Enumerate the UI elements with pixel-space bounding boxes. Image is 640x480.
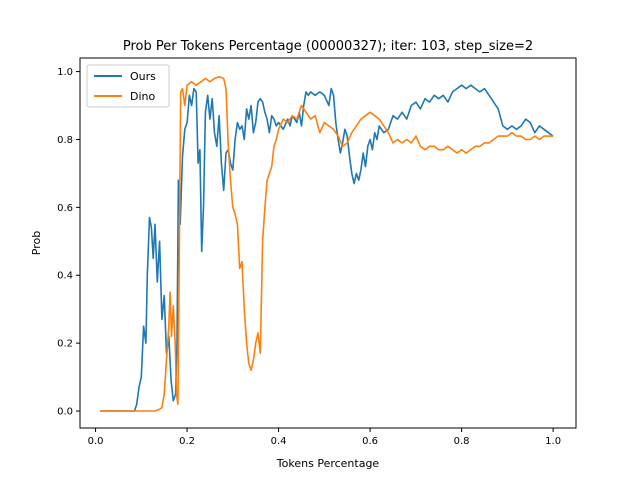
plot-frame bbox=[79, 57, 577, 429]
series-layer bbox=[100, 75, 554, 412]
legend-label-ours: Ours bbox=[130, 70, 156, 83]
x-tick-label: 0.4 bbox=[271, 436, 287, 447]
series-line-dino bbox=[100, 75, 554, 412]
y-tick-label: 0.8 bbox=[57, 135, 73, 146]
x-tick-label: 0.0 bbox=[88, 436, 104, 447]
y-tick-label: 0.0 bbox=[57, 407, 73, 418]
y-tick-label: 0.4 bbox=[57, 271, 73, 282]
legend: Ours Dino bbox=[86, 64, 170, 108]
chart-title: Prob Per Tokens Percentage (00000327); i… bbox=[123, 39, 533, 54]
y-tick-label: 0.2 bbox=[57, 339, 73, 350]
y-tick-label: 0.6 bbox=[57, 203, 73, 214]
x-tick-label: 0.8 bbox=[454, 436, 470, 447]
x-axis: 0.0 0.2 0.4 0.6 0.8 1.0 bbox=[88, 428, 561, 447]
legend-box bbox=[86, 64, 170, 108]
x-tick-label: 1.0 bbox=[545, 436, 561, 447]
x-axis-title: Tokens Percentage bbox=[276, 457, 380, 470]
legend-label-dino: Dino bbox=[130, 90, 155, 103]
x-tick-label: 0.6 bbox=[362, 436, 378, 447]
y-axis-title: Prob bbox=[30, 231, 43, 255]
y-axis: 0.0 0.2 0.4 0.6 0.8 1.0 bbox=[57, 67, 80, 418]
x-tick-label: 0.2 bbox=[179, 436, 195, 447]
y-tick-label: 1.0 bbox=[57, 67, 73, 78]
